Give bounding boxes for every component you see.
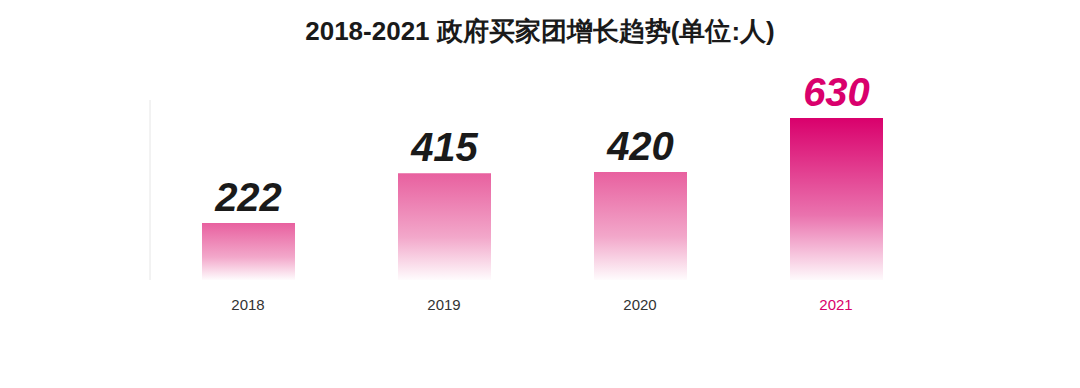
svg-text:2018: 2018 [231, 296, 264, 313]
svg-text:222: 222 [214, 175, 282, 219]
svg-text:2019: 2019 [427, 296, 460, 313]
html-text:2018-2021 政府买家团增长趋势(单位:人): 2018-2021 政府买家团增长趋势(单位:人) [305, 16, 775, 46]
svg-text:630: 630 [803, 70, 870, 114]
svg-text:420: 420 [606, 124, 674, 168]
svg-text:415: 415 [410, 125, 478, 169]
svg-text:2020: 2020 [623, 296, 656, 313]
svg-text:2021: 2021 [819, 296, 852, 313]
